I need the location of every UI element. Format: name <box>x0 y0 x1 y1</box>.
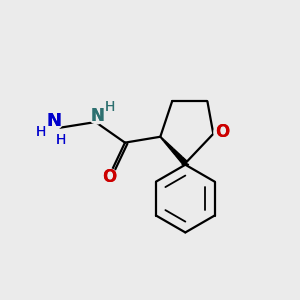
Text: O: O <box>215 123 229 141</box>
Text: N: N <box>90 106 104 124</box>
Text: O: O <box>103 168 117 186</box>
Text: H: H <box>35 125 46 139</box>
Circle shape <box>89 107 105 124</box>
Text: N: N <box>47 112 62 130</box>
Circle shape <box>214 124 230 141</box>
Polygon shape <box>168 145 173 150</box>
Text: O: O <box>215 123 229 141</box>
Polygon shape <box>164 141 169 146</box>
Text: N: N <box>47 112 62 130</box>
Text: O: O <box>103 168 117 186</box>
Circle shape <box>46 113 63 130</box>
Polygon shape <box>182 163 189 165</box>
Text: H: H <box>104 100 115 114</box>
Polygon shape <box>176 153 182 160</box>
Circle shape <box>101 169 118 185</box>
Text: H: H <box>104 100 115 114</box>
Text: H: H <box>56 133 66 147</box>
Polygon shape <box>179 157 187 164</box>
Polygon shape <box>160 136 164 141</box>
Polygon shape <box>172 149 178 155</box>
Text: H: H <box>35 125 46 139</box>
Text: N: N <box>90 106 104 124</box>
Text: H: H <box>56 133 66 147</box>
